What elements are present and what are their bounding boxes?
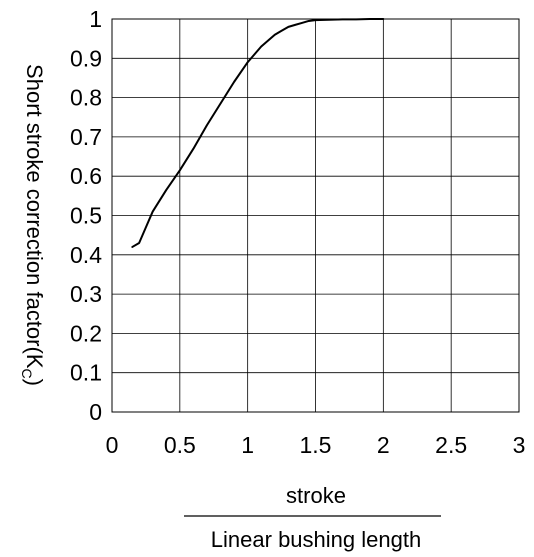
x-tick-label: 2	[377, 432, 390, 458]
y-tick-label: 0.1	[70, 360, 102, 386]
y-tick-label: 0.5	[70, 203, 102, 229]
x-tick-labels: 0 0.5 1 1.5 2 2.5 3	[106, 432, 526, 458]
y-axis-label-main: Short stroke correction factor(K	[22, 64, 47, 369]
x-tick-label: 3	[513, 432, 526, 458]
x-tick-label: 2.5	[435, 432, 467, 458]
x-axis-label-numerator: stroke	[286, 483, 346, 508]
series-line-correction-factor	[131, 18, 385, 248]
plot-frame	[111, 18, 520, 413]
y-axis-label-suffix: )	[22, 379, 47, 386]
y-tick-label: 0	[89, 399, 102, 425]
y-tick-label: 0.3	[70, 281, 102, 307]
x-tick-label: 0	[106, 432, 119, 458]
y-tick-label: 0.8	[70, 85, 102, 111]
y-axis-label: Short stroke correction factor(KC)	[19, 64, 47, 386]
y-tick-label: 0.9	[70, 45, 102, 71]
x-tick-label: 1.5	[300, 432, 332, 458]
y-tick-label: 0.4	[70, 242, 102, 268]
y-tick-label: 1	[89, 6, 102, 32]
y-tick-label: 0.6	[70, 163, 102, 189]
y-tick-label: 0.7	[70, 124, 102, 150]
y-tick-label: 0.2	[70, 320, 102, 346]
y-tick-labels: 0 0.1 0.2 0.3 0.4 0.5 0.6 0.7 0.8 0.9 1	[70, 6, 102, 425]
x-axis-label-denominator: Linear bushing length	[211, 527, 421, 552]
y-axis-label-subscript: C	[19, 369, 35, 379]
grid-lines	[111, 18, 520, 413]
x-tick-label: 1	[241, 432, 254, 458]
x-tick-label: 0.5	[164, 432, 196, 458]
